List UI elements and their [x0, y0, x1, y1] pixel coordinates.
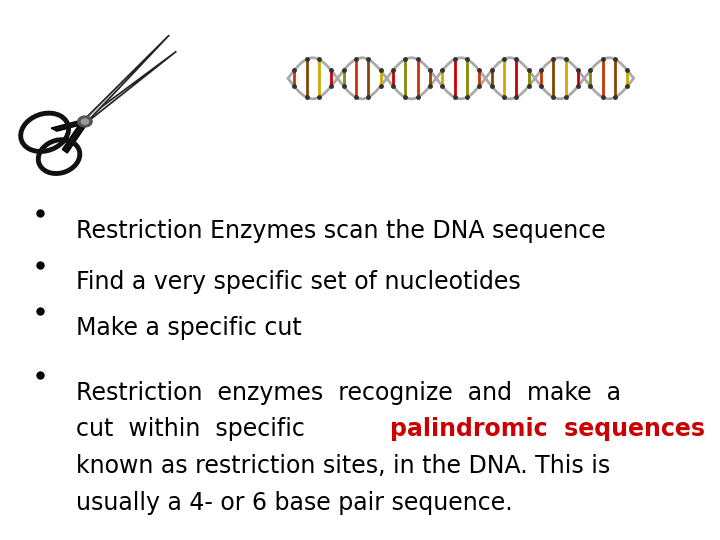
Text: palindromic  sequences: palindromic sequences	[390, 417, 706, 441]
Circle shape	[78, 116, 92, 127]
Circle shape	[81, 119, 89, 124]
Text: Restriction  enzymes  recognize  and  make  a: Restriction enzymes recognize and make a	[76, 381, 621, 404]
Polygon shape	[84, 35, 169, 123]
Text: Find a very specific set of nucleotides: Find a very specific set of nucleotides	[76, 270, 521, 294]
Text: Make a specific cut: Make a specific cut	[76, 316, 302, 340]
Polygon shape	[51, 120, 88, 131]
Polygon shape	[63, 120, 87, 153]
Text: known as restriction sites, in the DNA. This is: known as restriction sites, in the DNA. …	[76, 454, 610, 478]
Polygon shape	[84, 51, 176, 123]
Text: cut  within  specific: cut within specific	[76, 417, 320, 441]
Text: Restriction Enzymes scan the DNA sequence: Restriction Enzymes scan the DNA sequenc…	[76, 219, 606, 242]
Text: usually a 4- or 6 base pair sequence.: usually a 4- or 6 base pair sequence.	[76, 491, 512, 515]
